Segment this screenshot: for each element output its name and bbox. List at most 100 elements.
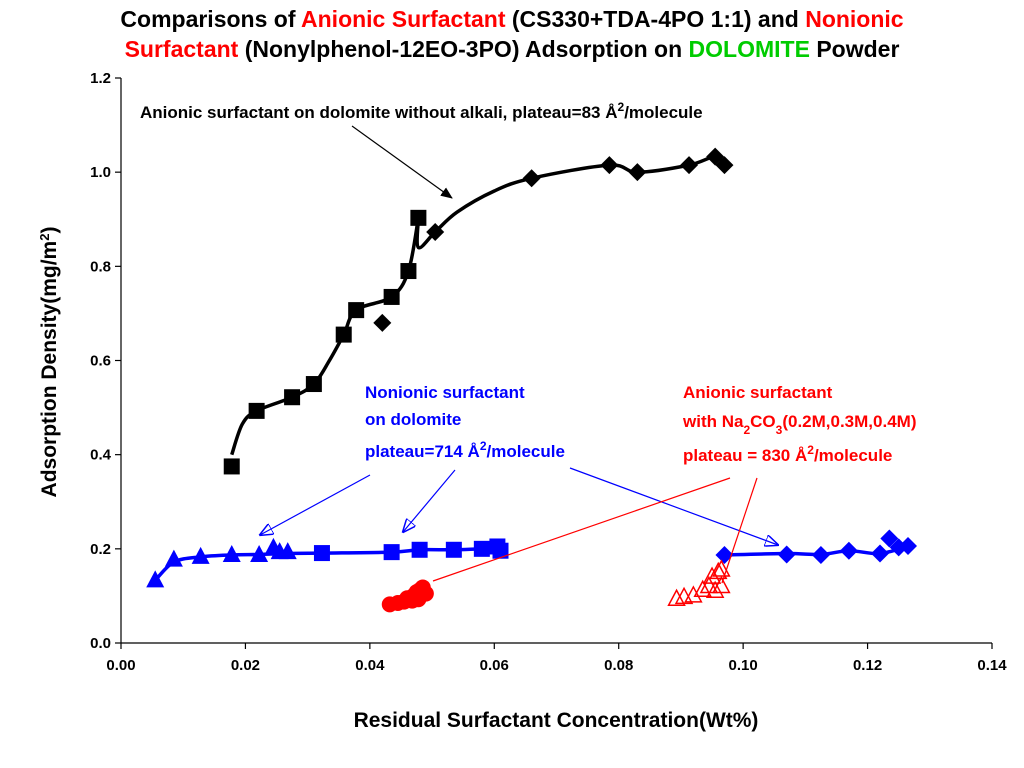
- data-point-diamond: [871, 544, 890, 563]
- data-point-triangle: [164, 549, 183, 567]
- annotation-text: plateau=714 Å: [365, 442, 480, 461]
- title-part-surfactant: Surfactant: [124, 36, 239, 62]
- title-part: (Nonylphenol-12EO-3PO) Adsorption on: [238, 36, 689, 62]
- y-tick-label: 0.6: [90, 353, 111, 370]
- annotation-alkali-line1: Anionic surfactant: [683, 383, 833, 402]
- x-tick-label: 0.06: [480, 657, 509, 674]
- data-point-diamond: [839, 541, 858, 560]
- title-part: (CS330+TDA-4PO 1:1) and: [505, 6, 806, 32]
- y-tick-label: 1.2: [90, 70, 111, 87]
- data-point-diamond: [628, 163, 647, 182]
- axes: [120, 78, 992, 644]
- data-point-diamond: [811, 545, 830, 564]
- data-point-diamond: [899, 537, 918, 556]
- series-curve: [415, 154, 726, 250]
- data-point-triangle: [146, 570, 165, 588]
- arrow-nonionic-triangles: [260, 474, 371, 535]
- arrow-anionic-no-alkali: [351, 125, 453, 199]
- x-axis-label: Residual Surfactant Concentration(Wt%): [354, 709, 759, 732]
- annotation-nonionic-line2: on dolomite: [365, 410, 461, 429]
- annotation-anionic-alkali: Anionic surfactant with Na2CO3(0.2M,0.3M…: [682, 383, 916, 465]
- data-point-triangle-open: [667, 588, 686, 606]
- data-point-square: [348, 302, 365, 319]
- data-point-square: [223, 458, 240, 475]
- annotation-sup: 2: [480, 439, 487, 453]
- data-point-square: [305, 376, 322, 393]
- data-point-square: [248, 402, 265, 419]
- x-tick-label: 0.12: [853, 657, 882, 674]
- annotation-nonionic: Nonionic surfactant on dolomite plateau=…: [365, 383, 565, 461]
- data-point-triangle-open: [693, 579, 712, 598]
- data-point-triangle: [222, 544, 241, 562]
- data-point-diamond: [522, 169, 541, 188]
- y-tick-label: 0.0: [90, 635, 111, 652]
- title-part: Powder: [809, 36, 900, 62]
- x-tick-label: 0.10: [729, 657, 758, 674]
- x-tick-label: 0.04: [355, 657, 385, 674]
- data-point-diamond: [426, 222, 445, 241]
- data-point-square: [400, 263, 417, 280]
- y-tick-label: 0.8: [90, 258, 111, 275]
- arrow-nonionic-diamonds: [569, 467, 778, 545]
- annotation-alkali-line2: with Na2CO3(0.2M,0.3M,0.4M): [682, 412, 916, 437]
- data-point-square: [473, 540, 490, 557]
- annotation-anionic-no-alkali: Anionic surfactant on dolomite without a…: [140, 100, 703, 122]
- y-tick-label: 1.0: [90, 164, 111, 181]
- x-ticks: 0.00 0.02 0.04 0.06 0.08 0.10 0.12 0.14: [106, 643, 1007, 674]
- data-point-diamond: [600, 156, 619, 175]
- title-part-dolomite: DOLOMITE: [688, 36, 810, 62]
- annotation-text: (0.2M,0.3M,0.4M): [782, 412, 916, 431]
- arrow-nonionic-squares: [403, 469, 456, 532]
- annotation-sup: 2: [807, 443, 814, 457]
- annotation-arrows: [260, 125, 778, 584]
- fit-curves: [153, 154, 909, 582]
- title-part-anionic: Anionic Surfactant: [301, 6, 506, 32]
- data-point-square: [313, 545, 330, 562]
- arrow-anionic-alkali-left: [432, 477, 731, 582]
- x-tick-label: 0.02: [231, 657, 260, 674]
- data-point-diamond: [373, 313, 392, 332]
- data-point-circle: [404, 592, 421, 609]
- y-axis-label-main: Adsorption Density(mg/m: [38, 241, 61, 498]
- data-point-square: [411, 541, 428, 558]
- annotation-nonionic-line3: plateau=714 Å2/molecule: [365, 439, 565, 461]
- data-point-diamond: [715, 156, 734, 175]
- y-tick-label: 0.4: [90, 447, 112, 464]
- x-tick-label: 0.08: [604, 657, 633, 674]
- data-point-square: [492, 542, 509, 559]
- annotation-text: /molecule: [814, 446, 892, 465]
- data-point-triangle-open: [674, 586, 694, 605]
- data-point-diamond: [777, 545, 796, 564]
- data-point-square: [335, 326, 352, 343]
- data-point-diamond: [715, 545, 734, 564]
- arrow-anionic-alkali-right: [721, 477, 758, 584]
- annotation-text: with Na: [682, 412, 744, 431]
- annotation-sub: 2: [743, 423, 750, 437]
- y-axis-label-sup: 2: [37, 234, 52, 241]
- data-point-square: [445, 541, 462, 558]
- annotation-sub: 3: [776, 423, 783, 437]
- annotation-nonionic-line1: Nonionic surfactant: [365, 383, 525, 402]
- y-axis-label: Adsorption Density(mg/m2): [37, 227, 62, 498]
- y-ticks: 0.0 0.2 0.4 0.6 0.8 1.0 1.2: [90, 70, 121, 652]
- annotation-text: plateau = 830 Å: [683, 446, 807, 465]
- y-tick-label: 0.2: [90, 541, 111, 558]
- y-axis-label-close: ): [38, 227, 61, 234]
- x-tick-label: 0.00: [106, 657, 135, 674]
- title-part: Comparisons of: [120, 6, 302, 32]
- data-point-square: [410, 209, 427, 226]
- title-part-nonionic: Nonionic: [805, 6, 904, 32]
- annotation-text: /molecule: [487, 442, 565, 461]
- data-point-square: [383, 544, 400, 561]
- annotation-text: CO: [750, 412, 776, 431]
- data-points: [146, 147, 918, 613]
- data-point-diamond: [880, 529, 899, 548]
- annotation-text: Anionic surfactant on dolomite without a…: [140, 103, 618, 122]
- data-point-triangle-open: [705, 580, 725, 598]
- x-tick-label: 0.14: [977, 657, 1007, 674]
- annotation-alkali-line3: plateau = 830 Å2/molecule: [683, 443, 892, 465]
- data-point-square: [383, 288, 400, 305]
- annotation-text: /molecule: [624, 103, 702, 122]
- data-point-triangle: [250, 544, 269, 562]
